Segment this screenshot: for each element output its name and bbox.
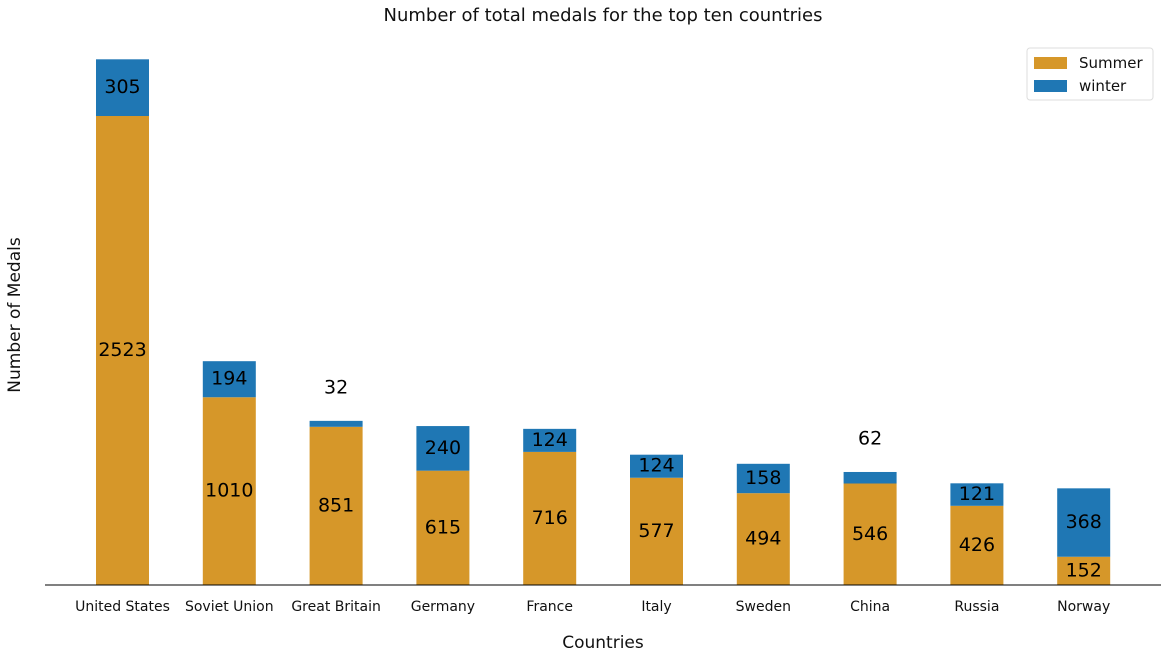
data-label-winter-russia: 121	[959, 483, 995, 505]
data-label-summer-france: 716	[532, 507, 568, 529]
bar-winter-china	[843, 471, 897, 484]
x-tick-label-china: China	[850, 599, 890, 615]
bar-summer-france	[523, 451, 577, 585]
data-label-winter-great-britain: 32	[324, 376, 348, 398]
x-tick-label-russia: Russia	[954, 599, 999, 615]
bar-summer-united-states	[96, 116, 149, 585]
data-label-winter-sweden: 158	[745, 467, 781, 489]
bar-winter-italy	[630, 454, 683, 478]
bar-summer-russia	[950, 505, 1004, 585]
legend-swatch-winter	[1034, 80, 1067, 92]
bar-winter-soviet-union	[202, 361, 256, 398]
data-labels-group: 2523 305 1010 194 851 32 615 240 716 124 577 124 494…	[98, 76, 1102, 581]
bar-winter-united-states	[96, 59, 149, 117]
x-tick-label-united-states: United States	[75, 599, 170, 615]
x-tick-label-soviet-union: Soviet Union	[185, 599, 274, 615]
legend-swatch-summer	[1034, 57, 1067, 69]
bar-winter-france	[523, 428, 577, 452]
x-tick-label-germany: Germany	[411, 599, 475, 615]
data-label-summer-soviet-union: 1010	[205, 480, 253, 502]
bar-winter-great-britain	[309, 420, 363, 427]
x-tick-label-great-britain: Great Britain	[291, 599, 381, 615]
bar-summer-sweden	[736, 493, 790, 585]
data-label-winter-germany: 240	[425, 437, 461, 459]
data-label-winter-italy: 124	[638, 455, 674, 477]
data-label-summer-china: 546	[852, 523, 888, 545]
data-label-winter-soviet-union: 194	[211, 368, 247, 390]
data-label-summer-italy: 577	[638, 520, 674, 542]
x-axis-label: Countries	[562, 633, 644, 653]
bar-summer-soviet-union	[202, 397, 256, 585]
data-label-summer-great-britain: 851	[318, 494, 354, 516]
x-tick-labels-group: United States Soviet Union Great Britain Ge…	[75, 599, 1110, 615]
x-tick-label-norway: Norway	[1057, 599, 1110, 615]
x-tick-label-italy: Italy	[641, 599, 671, 615]
bar-winter-russia	[950, 483, 1004, 506]
bar-winter-germany	[416, 426, 470, 471]
bar-summer-great-britain	[309, 426, 363, 585]
bar-winter-norway	[1057, 488, 1111, 557]
legend-label-summer: Summer	[1079, 54, 1143, 72]
bar-summer-germany	[416, 470, 470, 585]
x-tick-label-france: France	[526, 599, 573, 615]
legend-label-winter: winter	[1079, 77, 1127, 95]
bar-summer-italy	[630, 477, 683, 585]
data-label-summer-russia: 426	[959, 534, 995, 556]
bar-summer-norway	[1057, 556, 1111, 585]
data-label-summer-norway: 152	[1066, 559, 1102, 581]
data-label-winter-united-states: 305	[104, 76, 140, 98]
y-axis-label: Number of Medals	[5, 237, 25, 393]
data-label-winter-norway: 368	[1066, 511, 1102, 533]
bar-winter-sweden	[736, 463, 790, 494]
data-label-winter-china: 62	[858, 427, 882, 449]
data-label-summer-sweden: 494	[745, 528, 781, 550]
legend: Summer winter	[1026, 47, 1154, 101]
bar-summer-china	[843, 483, 897, 585]
bars-group	[96, 59, 1111, 585]
data-label-winter-france: 124	[532, 429, 568, 451]
data-label-summer-germany: 615	[425, 516, 461, 538]
chart-title: Number of total medals for the top ten c…	[384, 5, 823, 26]
x-tick-label-sweden: Sweden	[736, 599, 791, 615]
data-label-summer-united-states: 2523	[98, 339, 146, 361]
